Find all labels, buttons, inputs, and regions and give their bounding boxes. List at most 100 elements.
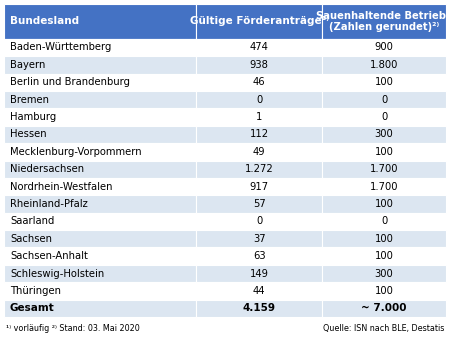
Bar	[4, 160, 196, 178]
Bar	[4, 4, 196, 39]
Bar	[4, 143, 196, 160]
Bar	[322, 282, 446, 300]
Text: 100: 100	[375, 77, 394, 87]
Text: Hamburg: Hamburg	[10, 112, 56, 122]
Bar	[4, 178, 196, 195]
Text: Baden-Württemberg: Baden-Württemberg	[10, 42, 112, 53]
Bar	[196, 213, 322, 230]
Bar	[322, 230, 446, 247]
Text: 1.700: 1.700	[370, 182, 398, 192]
Text: Berlin und Brandenburg: Berlin und Brandenburg	[10, 77, 130, 87]
Text: 0: 0	[256, 216, 262, 226]
Bar	[196, 39, 322, 56]
Bar	[196, 143, 322, 160]
Text: 37: 37	[253, 234, 266, 244]
Bar	[322, 213, 446, 230]
Text: Nordrhein-Westfalen: Nordrhein-Westfalen	[10, 182, 112, 192]
Bar	[196, 247, 322, 265]
Text: 0: 0	[381, 95, 387, 105]
Text: Thüringen: Thüringen	[10, 286, 61, 296]
Bar	[196, 91, 322, 108]
Bar	[196, 56, 322, 74]
Text: 100: 100	[375, 286, 394, 296]
Bar	[322, 247, 446, 265]
Text: Mecklenburg-Vorpommern: Mecklenburg-Vorpommern	[10, 147, 142, 157]
Text: Quelle: ISN nach BLE, Destatis: Quelle: ISN nach BLE, Destatis	[323, 324, 444, 333]
Text: 112: 112	[250, 129, 269, 139]
Bar	[322, 126, 446, 143]
Bar	[322, 4, 446, 39]
Bar	[4, 282, 196, 300]
Text: 100: 100	[375, 251, 394, 261]
Text: Sachsen-Anhalt: Sachsen-Anhalt	[10, 251, 88, 261]
Text: 149: 149	[250, 268, 269, 279]
Text: Gesamt: Gesamt	[10, 303, 55, 313]
Bar	[196, 126, 322, 143]
Bar	[322, 178, 446, 195]
Bar	[322, 74, 446, 91]
Text: Sachsen: Sachsen	[10, 234, 52, 244]
Text: Sauenhaltende Betriebe
(Zahlen gerundet)²⁾: Sauenhaltende Betriebe (Zahlen gerundet)…	[316, 11, 450, 32]
Bar	[196, 4, 322, 39]
Bar	[322, 195, 446, 213]
Text: 1.800: 1.800	[370, 60, 398, 70]
Text: 0: 0	[256, 95, 262, 105]
Text: 1: 1	[256, 112, 262, 122]
Bar	[196, 178, 322, 195]
Text: Bundesland: Bundesland	[10, 16, 79, 26]
Text: Niedersachsen: Niedersachsen	[10, 164, 84, 174]
Bar	[322, 265, 446, 282]
Bar	[4, 195, 196, 213]
Text: 917: 917	[250, 182, 269, 192]
Bar	[322, 56, 446, 74]
Bar	[4, 56, 196, 74]
Bar	[4, 213, 196, 230]
Text: ~ 7.000: ~ 7.000	[361, 303, 407, 313]
Bar	[322, 39, 446, 56]
Bar	[4, 126, 196, 143]
Text: 46: 46	[253, 77, 266, 87]
Bar	[196, 300, 322, 317]
Bar	[196, 265, 322, 282]
Text: 938: 938	[250, 60, 269, 70]
Text: Saarland: Saarland	[10, 216, 54, 226]
Bar	[322, 160, 446, 178]
Text: 1.700: 1.700	[370, 164, 398, 174]
Text: 4.159: 4.159	[243, 303, 276, 313]
Bar	[322, 108, 446, 126]
Bar	[196, 282, 322, 300]
Text: 900: 900	[375, 42, 394, 53]
Bar	[4, 247, 196, 265]
Text: Bremen: Bremen	[10, 95, 49, 105]
Text: 100: 100	[375, 234, 394, 244]
Text: 300: 300	[375, 129, 393, 139]
Text: 63: 63	[253, 251, 266, 261]
Bar	[196, 160, 322, 178]
Bar	[4, 108, 196, 126]
Text: 44: 44	[253, 286, 266, 296]
Bar	[322, 143, 446, 160]
Text: Schleswig-Holstein: Schleswig-Holstein	[10, 268, 104, 279]
Bar	[4, 91, 196, 108]
Bar	[196, 195, 322, 213]
Bar	[4, 39, 196, 56]
Bar	[196, 230, 322, 247]
Bar	[322, 91, 446, 108]
Bar	[196, 108, 322, 126]
Text: Bayern: Bayern	[10, 60, 45, 70]
Bar	[4, 265, 196, 282]
Text: 57: 57	[253, 199, 266, 209]
Text: 0: 0	[381, 216, 387, 226]
Bar	[322, 300, 446, 317]
Bar	[4, 300, 196, 317]
Text: Hessen: Hessen	[10, 129, 47, 139]
Text: 49: 49	[253, 147, 266, 157]
Text: 474: 474	[250, 42, 269, 53]
Bar	[4, 230, 196, 247]
Text: 1.272: 1.272	[245, 164, 274, 174]
Bar	[4, 74, 196, 91]
Text: 0: 0	[381, 112, 387, 122]
Bar	[196, 74, 322, 91]
Text: 300: 300	[375, 268, 393, 279]
Text: 100: 100	[375, 147, 394, 157]
